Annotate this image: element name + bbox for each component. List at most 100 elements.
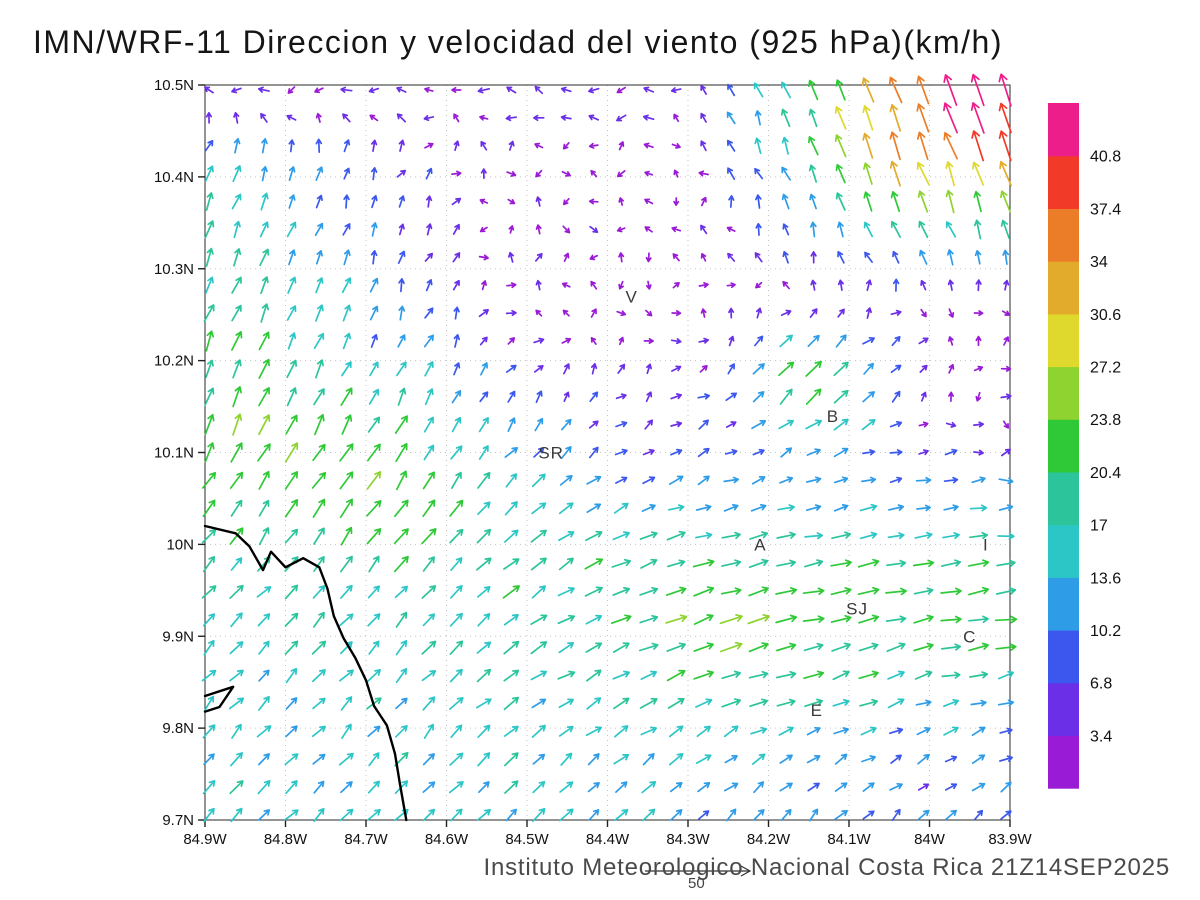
wind-arrow <box>616 170 626 178</box>
wind-arrow <box>755 307 762 319</box>
wind-arrow <box>453 113 460 123</box>
colorbar-segment <box>1048 471 1079 526</box>
wind-arrow <box>752 809 765 821</box>
wind-arrow <box>425 195 433 208</box>
wind-arrow <box>395 725 408 738</box>
wind-arrow <box>974 249 982 265</box>
wind-arrow <box>340 584 353 599</box>
wind-arrow <box>890 309 902 316</box>
wind-arrow <box>424 86 434 93</box>
wind-arrow <box>588 198 599 205</box>
wind-arrow <box>672 281 680 289</box>
wind-arrow <box>560 86 572 93</box>
wind-arrow <box>859 531 878 540</box>
wind-arrow <box>643 337 654 344</box>
wind-arrow <box>697 475 710 486</box>
wind-arrow <box>754 110 762 126</box>
wind-arrow <box>340 526 353 546</box>
wind-arrow <box>422 753 435 766</box>
wind-arrow <box>477 501 491 516</box>
wind-arrow <box>449 528 464 544</box>
wind-arrow <box>342 223 351 236</box>
wind-arrow <box>834 809 848 821</box>
wind-arrow <box>725 421 737 428</box>
wind-arrow <box>423 334 434 348</box>
wind-arrow <box>585 614 603 625</box>
wind-arrow <box>973 449 984 456</box>
wind-arrow <box>505 364 517 373</box>
wind-arrow <box>781 193 790 210</box>
wind-arrow <box>257 809 271 821</box>
wind-arrow <box>507 337 516 345</box>
wind-arrow <box>398 223 405 236</box>
wind-arrow <box>367 780 380 794</box>
wind-arrow <box>995 643 1017 651</box>
wind-arrow <box>502 585 520 599</box>
wind-arrow <box>229 471 244 489</box>
wind-arrow <box>451 390 462 404</box>
wind-arrow <box>286 305 297 321</box>
wind-arrow <box>534 85 544 95</box>
wind-arrow <box>670 87 682 94</box>
wind-arrow <box>969 671 989 679</box>
wind-arrow <box>943 698 960 708</box>
wind-arrow <box>776 642 797 652</box>
wind-arrow <box>613 697 630 710</box>
wind-arrow <box>972 161 985 186</box>
wind-arrow <box>398 278 405 293</box>
wind-arrow <box>229 527 244 545</box>
wind-arrow <box>533 364 544 373</box>
wind-arrow <box>775 587 798 595</box>
wind-arrow <box>890 754 902 764</box>
wind-arrow <box>368 640 380 655</box>
wind-arrow <box>312 443 326 462</box>
colorbar-tick-label: 6.8 <box>1090 676 1112 693</box>
wind-arrow <box>422 556 435 572</box>
wind-arrow <box>830 559 852 567</box>
wind-arrow <box>284 528 299 544</box>
wind-arrow <box>504 501 518 516</box>
wind-arrow <box>340 641 353 655</box>
reference-vector-arrowhead <box>740 865 752 877</box>
wind-arrow <box>748 670 769 679</box>
wind-arrow <box>452 279 460 291</box>
wind-arrow <box>507 417 516 432</box>
wind-arrow <box>450 557 463 571</box>
wind-arrow <box>912 559 935 568</box>
wind-arrow <box>286 114 297 121</box>
wind-arrow <box>397 387 407 406</box>
wind-arrow <box>476 557 492 571</box>
lon-tick-label: 84.3W <box>666 831 710 848</box>
wind-arrow <box>700 308 707 318</box>
wind-arrow <box>341 361 352 377</box>
wind-arrow <box>505 309 517 317</box>
wind-arrow <box>560 752 573 766</box>
wind-arrow <box>889 131 901 161</box>
wind-arrow <box>204 387 215 406</box>
wind-arrow <box>204 165 214 182</box>
wind-arrow <box>315 359 324 379</box>
wind-arrow <box>451 86 462 94</box>
wind-arrow <box>260 303 269 323</box>
wind-arrow <box>673 113 680 123</box>
wind-arrow <box>313 388 325 406</box>
wind-arrow <box>693 642 714 652</box>
wind-arrow-field <box>201 73 1018 823</box>
wind-arrow <box>312 697 326 710</box>
wind-arrow <box>725 392 738 402</box>
wind-arrow <box>916 131 929 161</box>
wind-arrow <box>394 415 408 434</box>
colorbar-tick-label: 13.6 <box>1090 570 1121 587</box>
wind-arrow <box>943 476 959 484</box>
wind-arrow <box>862 782 875 792</box>
wind-arrow <box>942 532 960 540</box>
wind-arrow <box>233 111 240 124</box>
lat-tick-label: 10.1N <box>154 445 194 462</box>
wind-arrow <box>479 391 489 403</box>
colorbar-segment <box>1048 630 1079 684</box>
wind-arrow <box>585 669 602 682</box>
wind-arrow <box>644 198 654 205</box>
wind-arrow <box>476 808 491 822</box>
coastline <box>203 524 408 822</box>
wind-arrow <box>672 253 680 262</box>
